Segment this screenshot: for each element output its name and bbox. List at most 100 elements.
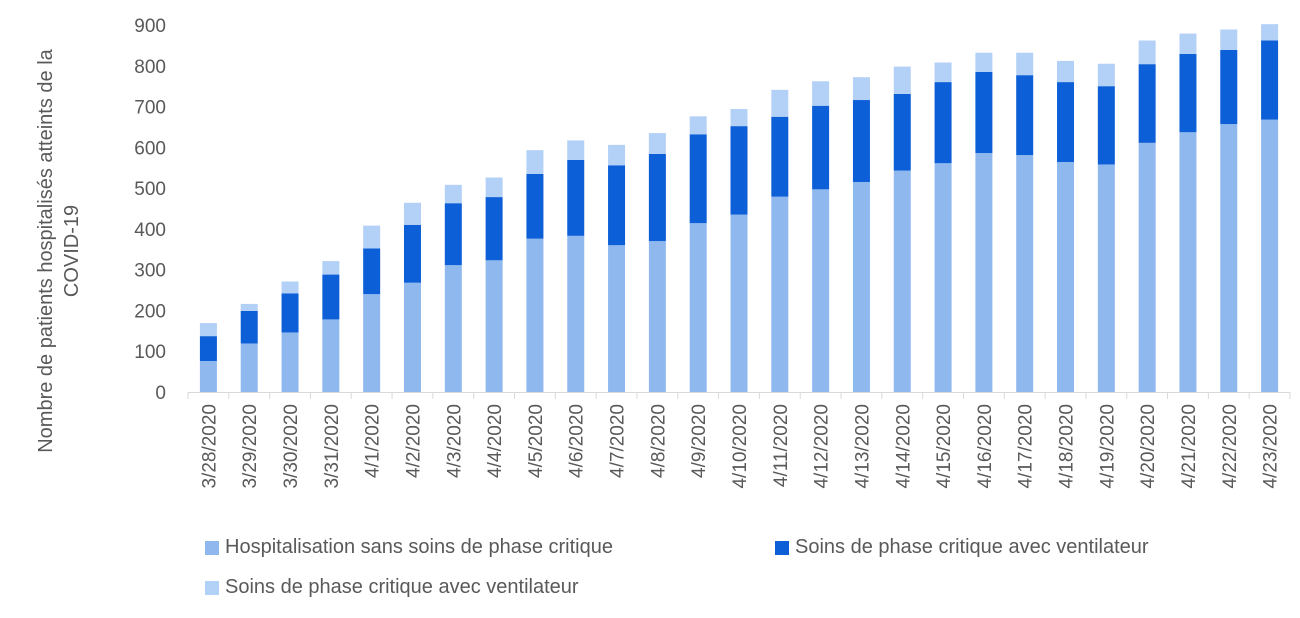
bar-segment-series-1: [444, 265, 462, 392]
bar-segment-series-1: [934, 163, 952, 392]
legend-swatch-series-2: [775, 540, 789, 555]
y-tick-label: 900: [134, 16, 166, 37]
x-tick-label: 4/17/2020: [1016, 404, 1037, 489]
x-tick-label: 4/18/2020: [1057, 404, 1078, 489]
bar-segment-series-1: [608, 245, 626, 392]
legend-label-series-3: Soins de phase critique avec ventilateur: [225, 576, 579, 598]
bar-segment-series-2: [567, 159, 585, 236]
bar-segment-series-1: [1097, 164, 1115, 392]
x-tick-label: 4/7/2020: [608, 404, 629, 478]
x-axis-ticks: 3/28/2020 3/29/2020 3/30/2020 3/31/2020 4/1/…: [187, 392, 1291, 489]
legend-swatch-series-3: [205, 580, 219, 595]
y-tick-label: 800: [134, 57, 166, 78]
bar-segment-series-3: [608, 144, 626, 166]
bar-segment-series-2: [444, 203, 462, 266]
x-tick-label: 4/3/2020: [444, 404, 465, 478]
bar-segment-series-1: [1057, 162, 1075, 392]
bar-segment-series-3: [281, 281, 299, 294]
bar-segment-series-3: [771, 89, 789, 117]
x-tick-label: 4/10/2020: [730, 404, 751, 489]
y-tick-label: 200: [134, 301, 166, 322]
bar-segment-series-1: [1261, 119, 1279, 393]
bar-segment-series-2: [812, 105, 830, 190]
bar-segment-series-2: [852, 100, 870, 182]
bar-segment-series-1: [812, 189, 830, 392]
x-tick-label: 4/19/2020: [1097, 404, 1118, 489]
bar-segment-series-3: [893, 66, 911, 94]
x-tick-label: 4/21/2020: [1179, 404, 1200, 489]
bar-segment-series-3: [1057, 60, 1075, 83]
bar-segment-series-3: [485, 177, 503, 198]
x-tick-label: 4/11/2020: [771, 404, 792, 487]
x-tick-label: 4/15/2020: [934, 404, 955, 489]
bar-segment-series-3: [1097, 63, 1115, 87]
x-tick-label: 4/4/2020: [485, 404, 506, 478]
bar-segment-series-1: [730, 214, 748, 392]
bars: [199, 24, 1279, 393]
bar-segment-series-3: [403, 202, 421, 225]
x-tick-label: 4/5/2020: [526, 404, 547, 478]
bar-segment-series-1: [648, 241, 666, 392]
bar-segment-series-1: [567, 235, 585, 392]
bar-segment-series-2: [485, 197, 503, 261]
y-axis-title-line-2: COVID-19: [61, 205, 83, 297]
y-axis-title-line-1: Nombre de patients hospitalisés atteints…: [35, 48, 57, 452]
bar-segment-series-1: [1016, 155, 1034, 392]
bar-segment-series-2: [1097, 86, 1115, 165]
legend-item-series-3: Soins de phase critique avec ventilateur: [205, 576, 579, 599]
bar-segment-series-3: [934, 62, 952, 83]
bar-segment-series-3: [1179, 33, 1197, 54]
bar-segment-series-1: [689, 223, 707, 392]
bar-segment-series-3: [526, 150, 544, 174]
bar-segment-series-1: [1179, 132, 1197, 393]
x-tick-label: 4/14/2020: [893, 404, 914, 489]
bar-segment-series-1: [1138, 142, 1156, 392]
y-tick-label: 0: [155, 383, 166, 404]
y-tick-label: 100: [134, 342, 166, 363]
bar-segment-series-1: [240, 343, 258, 392]
x-tick-label: 4/23/2020: [1261, 404, 1282, 489]
bar-segment-series-1: [485, 260, 503, 392]
bar-segment-series-3: [199, 323, 217, 337]
bar-segment-series-3: [975, 52, 993, 72]
bar-segment-series-1: [771, 196, 789, 392]
bar-segment-series-2: [1261, 40, 1279, 120]
y-tick-label: 500: [134, 179, 166, 200]
bar-segment-series-2: [363, 248, 381, 295]
stacked-bar-chart: Nombre de patients hospitalisés atteints…: [35, 16, 1291, 489]
x-tick-label: 4/12/2020: [812, 404, 833, 489]
x-tick-label: 3/28/2020: [199, 404, 220, 489]
y-tick-label: 400: [134, 220, 166, 241]
bar-segment-series-2: [975, 71, 993, 154]
x-tick-label: 3/31/2020: [322, 404, 343, 489]
x-tick-label: 4/2/2020: [403, 404, 424, 478]
bar-segment-series-2: [771, 116, 789, 197]
bar-segment-series-2: [281, 293, 299, 333]
bar-segment-series-2: [1220, 49, 1238, 125]
x-tick-label: 4/6/2020: [567, 404, 588, 478]
x-tick-label: 3/29/2020: [240, 404, 261, 489]
bar-segment-series-1: [975, 153, 993, 392]
legend-label-series-2: Soins de phase critique avec ventilateur: [795, 536, 1149, 558]
bar-segment-series-2: [1179, 53, 1197, 133]
bar-segment-series-3: [648, 133, 666, 154]
bar-segment-series-3: [240, 303, 258, 311]
bar-segment-series-3: [689, 116, 707, 135]
bar-segment-series-2: [730, 126, 748, 215]
bar-segment-series-2: [322, 274, 340, 320]
bar-segment-series-2: [1138, 64, 1156, 143]
bar-segment-series-1: [403, 282, 421, 392]
bar-segment-series-1: [852, 181, 870, 392]
bar-segment-series-2: [240, 310, 258, 344]
bar-segment-series-2: [648, 153, 666, 242]
bar-segment-series-2: [934, 82, 952, 164]
x-tick-label: 4/13/2020: [852, 404, 873, 489]
y-tick-label: 300: [134, 261, 166, 282]
bar-segment-series-1: [322, 319, 340, 392]
x-tick-label: 4/1/2020: [363, 404, 384, 478]
bar-segment-series-1: [526, 238, 544, 392]
x-tick-label: 4/9/2020: [689, 404, 710, 478]
bar-segment-series-3: [1220, 29, 1238, 50]
y-axis-title: Nombre de patients hospitalisés atteints…: [35, 48, 83, 452]
legend-item-series-1: Hospitalisation sans soins de phase crit…: [205, 536, 613, 559]
